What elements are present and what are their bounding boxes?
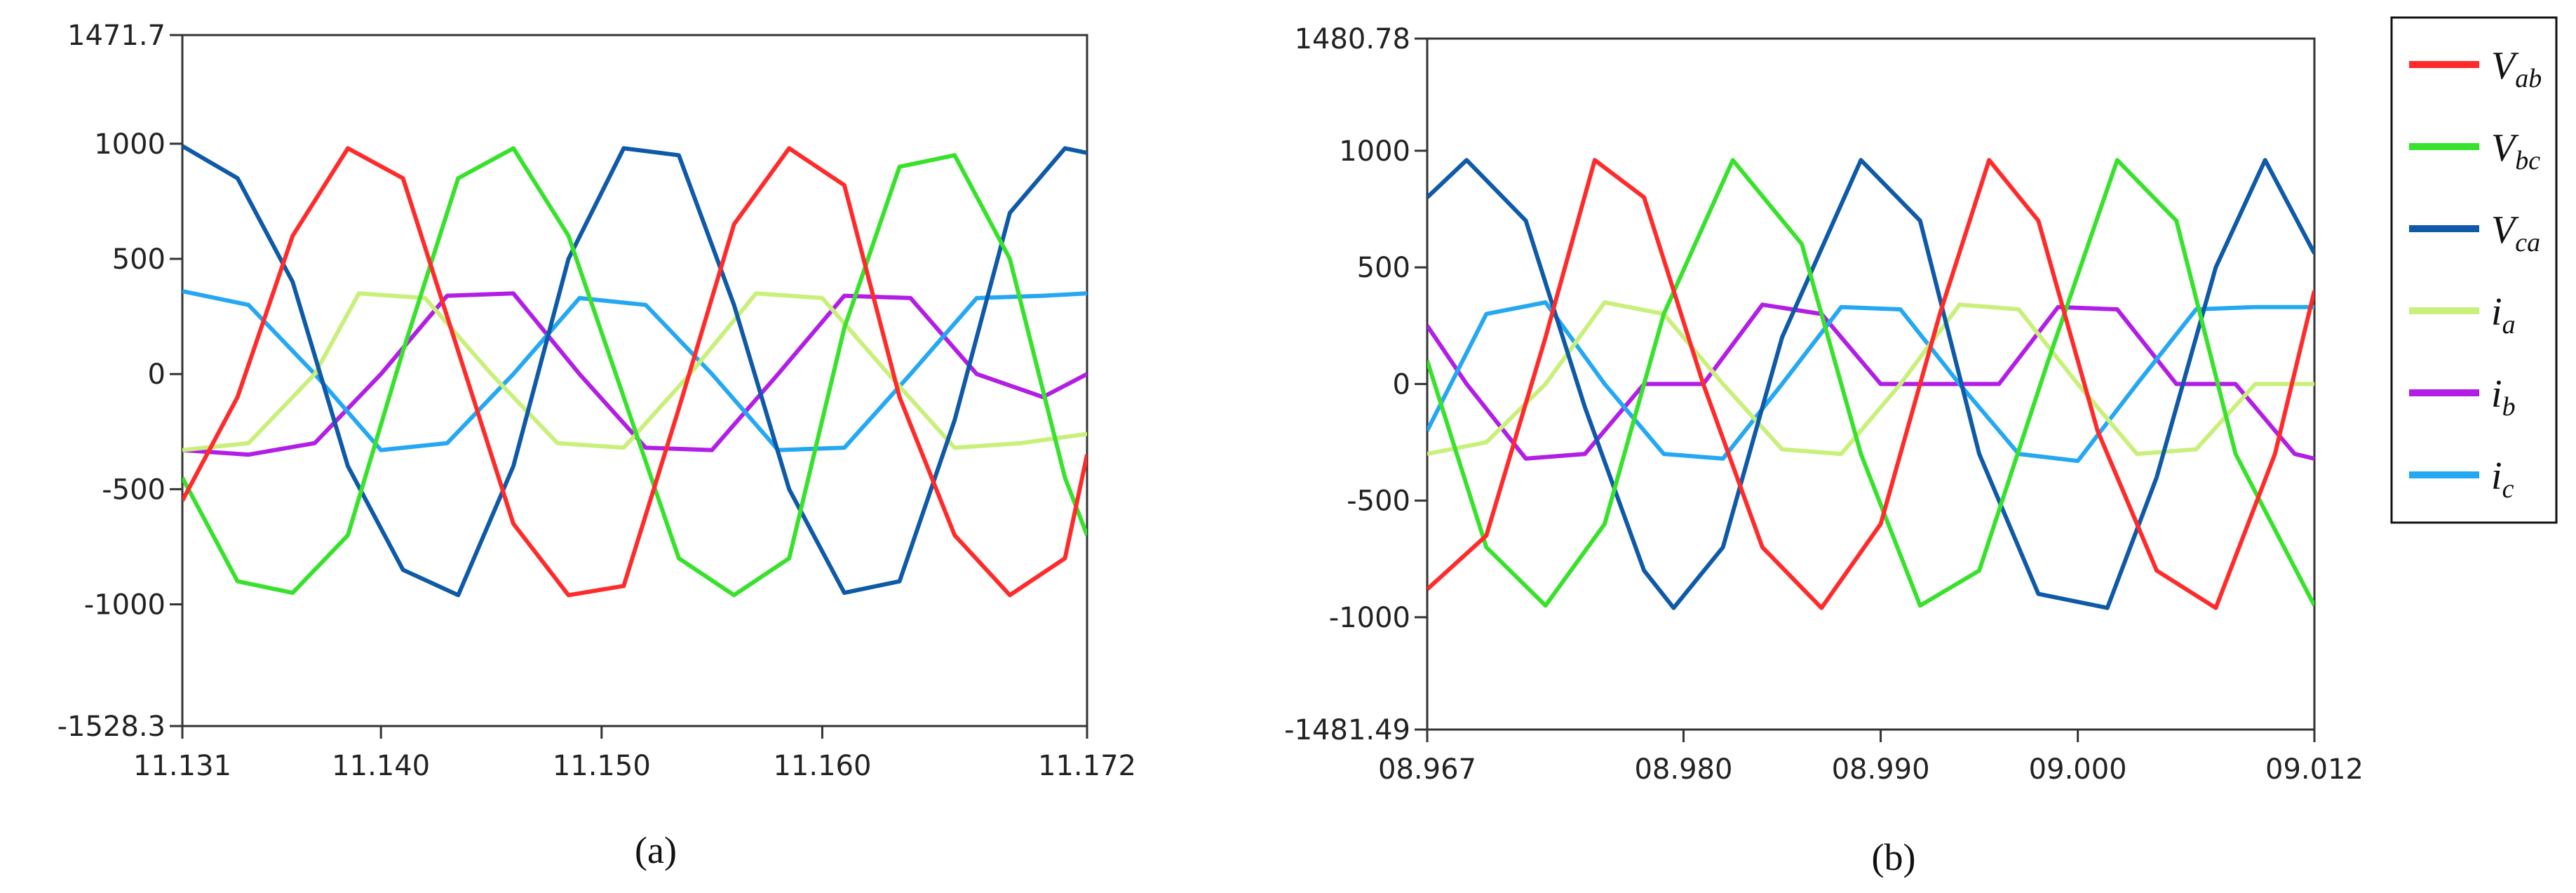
x-tick-label-a-1: 11.140 — [332, 750, 430, 782]
series-line-Vca-b — [1427, 158, 2314, 610]
legend-box — [2390, 16, 2558, 524]
caption-a: (a) — [635, 829, 677, 871]
series-line-Vab-a — [182, 146, 1087, 598]
y-tick-label-b-6: -1481.49 — [1284, 714, 1410, 746]
x-tick-label-a-0: 11.131 — [133, 750, 231, 782]
caption-b: (b) — [1872, 836, 1916, 878]
y-tick-label-b-5: -1000 — [1329, 602, 1410, 634]
series-line-Vca-a — [182, 144, 1087, 598]
series-line-ib-a — [182, 291, 1087, 457]
x-tick-label-b-3: 09.000 — [2029, 753, 2127, 786]
y-tick-label-a-4: -500 — [102, 474, 166, 506]
legend-label-Vca: Vca — [2491, 208, 2540, 257]
y-tick-label-b-1: 1000 — [1339, 135, 1410, 168]
plot-frame-b — [1426, 37, 2316, 731]
x-tick-label-b-4: 09.012 — [2265, 753, 2363, 786]
x-tick-label-b-2: 08.990 — [1832, 753, 1930, 786]
y-tick-label-a-0: 1471.7 — [67, 20, 166, 52]
series-line-Vbc-b — [1427, 158, 2314, 608]
legend-label-Vab: Vab — [2491, 44, 2542, 93]
series-line-ia-a — [182, 291, 1087, 452]
legend-label-ia: ia — [2491, 290, 2516, 340]
y-tick-label-b-3: 0 — [1393, 368, 1410, 401]
series-line-ic-a — [182, 289, 1087, 452]
legend: Vab Vbc Vca ia ib ic — [2390, 16, 2558, 524]
series-line-ia-b — [1427, 300, 2314, 457]
legend-label-ib: ib — [2491, 372, 2516, 422]
y-tick-label-a-5: -1000 — [84, 589, 166, 622]
series-line-Vbc-a — [182, 146, 1087, 598]
y-tick-label-b-4: -500 — [1347, 485, 1410, 518]
y-tick-label-b-0: 1480.78 — [1295, 23, 1410, 55]
legend-label-Vbc: Vbc — [2491, 126, 2540, 175]
series-line-ib-b — [1427, 302, 2314, 461]
x-tick-label-a-2: 11.150 — [553, 750, 651, 782]
legend-label-ic: ic — [2491, 455, 2514, 504]
chart-b: 1480.78 1000 500 0 -500 -1000 -1481.49 08.967 08… — [1284, 23, 2363, 786]
series-line-Vab-b — [1427, 158, 2314, 610]
y-tick-label-a-2: 500 — [112, 243, 166, 276]
x-tick-label-b-1: 08.980 — [1634, 753, 1732, 786]
chart-a: 1471.7 1000 500 0 -500 -1000 -1528.3 11.131 11.1… — [58, 20, 1136, 782]
y-tick-label-a-1: 1000 — [94, 128, 166, 161]
x-tick-label-a-4: 11.172 — [1038, 750, 1136, 782]
x-tick-label-b-0: 08.967 — [1378, 753, 1476, 786]
y-tick-label-a-6: -1528.3 — [58, 711, 166, 743]
y-tick-label-a-3: 0 — [148, 358, 166, 391]
y-tick-label-b-2: 500 — [1357, 252, 1410, 284]
x-tick-label-a-3: 11.160 — [773, 750, 871, 782]
